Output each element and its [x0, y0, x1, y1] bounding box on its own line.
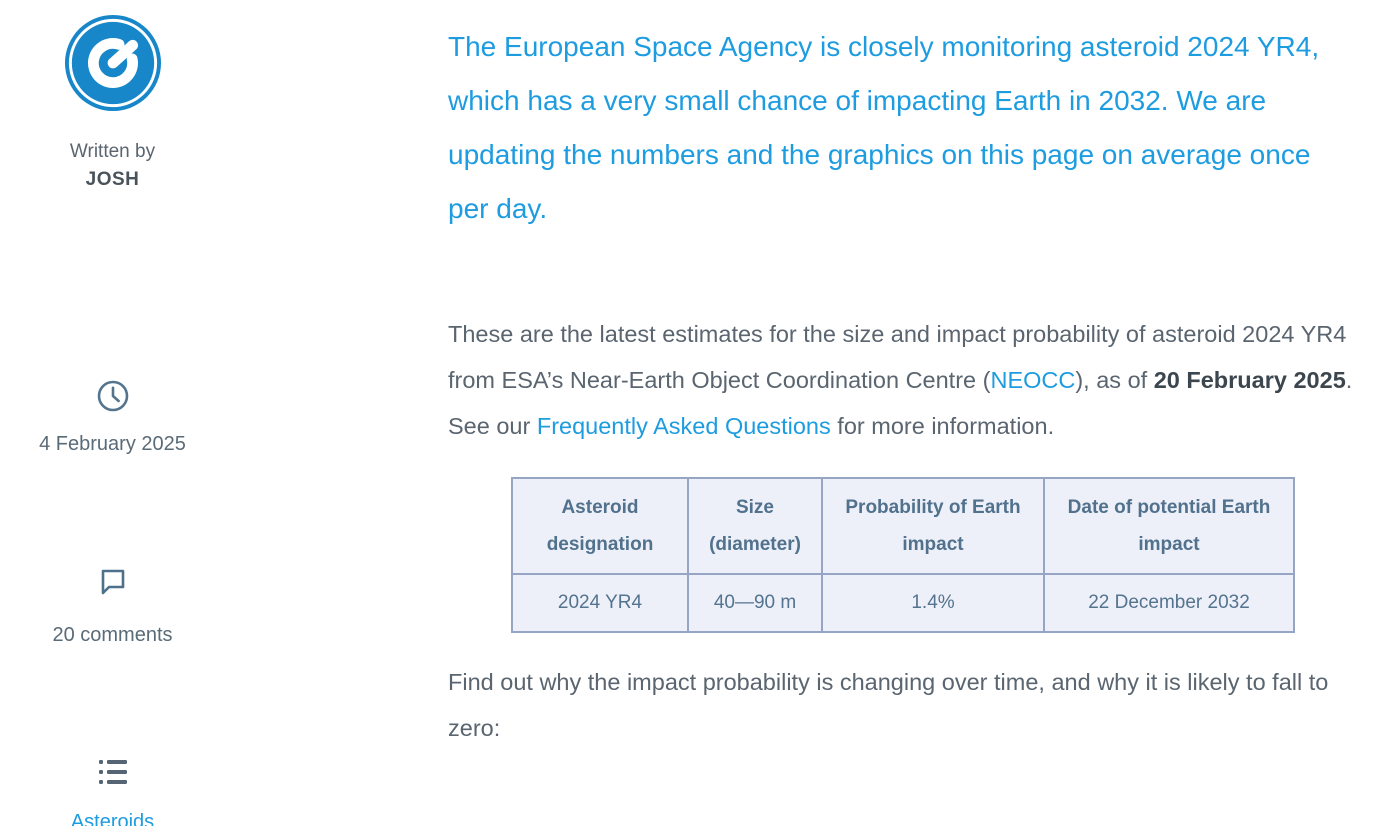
header-asteroid-designation: Asteroid designation — [511, 477, 689, 575]
faq-link[interactable]: Frequently Asked Questions — [536, 413, 831, 439]
category-link-asteroids[interactable]: Asteroids — [70, 811, 155, 826]
estimates-text-3: . See our — [448, 367, 1353, 439]
power-icon — [64, 14, 162, 112]
outro-paragraph: Find out why the impact probability is c… — [448, 669, 1329, 741]
cell-probability: 1.4% — [821, 573, 1045, 633]
cell-size: 40—90 m — [687, 573, 823, 633]
estimates-date: 20 February 2025 — [1153, 367, 1346, 393]
table-row: 2024 YR4 40—90 m 1.4% 22 December 2032 — [511, 573, 1295, 633]
post-date: 4 February 2025 — [39, 433, 186, 455]
comments-count[interactable]: 20 comments — [52, 624, 173, 646]
header-size-diameter: Size (diameter) — [687, 477, 823, 575]
post-meta-sidebar: Written by JOSH 4 February 2025 20 comme… — [0, 0, 225, 826]
written-by-label: Written by — [69, 141, 156, 162]
list-icon — [97, 758, 129, 791]
clock-icon — [96, 379, 130, 418]
article-content: The European Space Agency is closely mon… — [225, 0, 1377, 826]
intro-paragraph: The European Space Agency is closely mon… — [448, 31, 1320, 224]
cell-date: 22 December 2032 — [1043, 573, 1295, 633]
estimates-text-4: for more information. — [830, 413, 1055, 439]
cell-designation: 2024 YR4 — [511, 573, 689, 633]
author-avatar[interactable] — [64, 14, 162, 112]
neocc-link[interactable]: NEOCC — [990, 367, 1076, 393]
header-probability-impact: Probability of Earth impact — [821, 477, 1045, 575]
estimates-text-1: These are the latest estimates for the s… — [448, 321, 1347, 393]
comment-icon — [95, 563, 131, 604]
author-name: JOSH — [85, 169, 140, 190]
estimates-paragraph: These are the latest estimates for the s… — [448, 311, 1355, 449]
asteroid-data-table: Asteroid designation Size (diameter) Pro… — [511, 477, 1295, 633]
header-date-impact: Date of potential Earth impact — [1043, 477, 1295, 575]
table-header-row: Asteroid designation Size (diameter) Pro… — [511, 477, 1295, 575]
estimates-text-2: ), as of — [1075, 367, 1154, 393]
